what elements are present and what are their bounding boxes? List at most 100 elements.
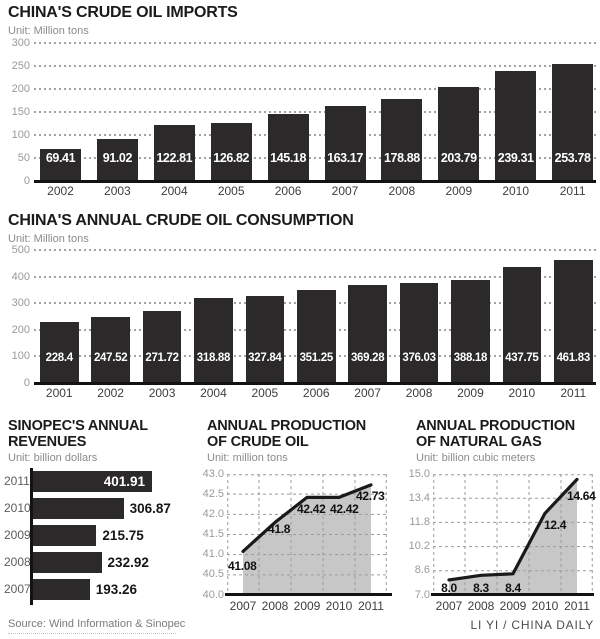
data-point-label: 8.4 [505,581,521,595]
y-tick-label: 500 [11,244,30,256]
data-point-label: 8.0 [441,581,457,595]
y-tick-label: 42.5 [202,487,224,500]
sinopec-y-axis [30,468,33,605]
imports-chart-title: CHINA'S CRUDE OIL IMPORTS [8,4,238,21]
row-year-label: 2008 [4,555,31,569]
data-line [241,483,373,554]
gas-production-labels: 8.0 8.3 8.4 12.4 14.64 [433,474,596,595]
imports-chart-unit: Unit: Million tons [8,25,89,37]
gas-production-title-line2: OF NATURAL GAS [416,434,542,450]
imports-x-axis [34,180,596,183]
y-tick-label: 43.0 [202,467,224,480]
bar: 351.25 [297,289,336,383]
y-tick-label: 400 [11,270,30,283]
y-tick-label: 300 [11,297,30,310]
y-tick-label: 42.0 [202,507,224,520]
bar: 318.88 [194,298,233,383]
x-tick-label: 2009 [457,386,484,400]
revenue-value-label: 193.26 [95,582,137,597]
bar-value-label: 178.88 [383,150,420,165]
x-tick-label: 2008 [405,386,433,400]
y-tick-label: 200 [11,323,30,336]
bar: 327.84 [245,295,285,383]
crude-production-title-line1: ANNUAL PRODUCTION [207,418,367,434]
y-tick-label: 300 [11,37,30,49]
data-point-label: 41.08 [228,559,257,573]
revenue-bar [32,552,102,573]
x-tick-label: 2011 [358,599,384,613]
gas-production-title-line1: ANNUAL PRODUCTION [416,418,576,434]
bar-value-label: 91.02 [102,150,133,165]
x-tick-label: 2009 [445,184,473,198]
y-tick-label: 40.5 [202,568,224,581]
bar: 69.41 [40,149,81,181]
bar-value-label: 247.52 [93,351,128,364]
bar: 369.28 [348,284,387,383]
x-tick-label: 2005 [251,386,279,400]
imports-plot-area: 0 50 100 150 200 250 300 69.41 2002 91.02 2003 122.… [0,0,600,200]
revenue-bar [32,525,97,546]
x-tick-label: 2010 [508,386,536,400]
bar-value-label: 388.18 [453,351,488,364]
crude-production-labels: 41.08 41.8 42.42 42.42 42.73 [227,474,387,595]
x-tick-label: 2003 [104,184,131,198]
bar: 91.02 [96,139,138,181]
crude-production-title-line2: OF CRUDE OIL [207,434,309,450]
sinopec-chart-title-line1: SINOPEC'S ANNUAL [8,418,148,434]
consumption-plot-area: 0 100 200 300 400 500 228.4 2001 247.52 2002 271.7… [11,244,596,400]
bar-value-label: 69.41 [45,150,76,165]
source-rule [8,633,176,634]
bar: 271.72 [142,310,182,383]
consumption-chart-unit: Unit: Million tons [8,233,89,245]
bar-value-label: 145.18 [270,150,307,165]
x-tick-label: 2009 [499,599,527,613]
bar: 437.75 [502,266,542,383]
x-tick-label: 2001 [45,386,73,400]
bar-value-label: 253.78 [554,150,591,165]
gas-production-x-axis [431,593,594,596]
gridline [34,42,596,44]
x-tick-label: 2010 [325,599,353,613]
x-tick-label: 2010 [502,184,530,198]
x-tick-label: 2002 [47,184,74,198]
crude-production-plot [227,474,387,595]
x-tick-label: 2007 [435,599,463,613]
x-tick-label: 2008 [261,599,289,613]
bar-value-label: 461.83 [556,351,591,364]
x-tick-label: 2003 [148,386,176,400]
bar-value-label: 239.31 [497,150,534,165]
gridline [34,111,596,113]
x-tick-label: 2004 [160,184,188,198]
x-tick-label: 2011 [559,184,586,198]
bar-value-label: 271.72 [145,351,179,364]
data-point-label: 8.3 [473,581,489,595]
x-tick-label: 2011 [560,386,587,400]
y-tick-label: 41.5 [202,528,224,540]
bar-value-label: 203.79 [440,150,477,165]
bar: 388.18 [451,279,490,383]
data-point-label: 42.42 [297,502,326,516]
row-year-label: 2011 [4,474,30,488]
bar-value-label: 122.81 [156,150,193,165]
gas-production-plot [433,474,593,595]
x-tick-label: 2011 [564,599,590,613]
source-note: Source: Wind Information & Sinopec [8,618,186,630]
y-tick-label: 8.6 [414,564,430,577]
bar-value-label: 163.17 [327,150,363,165]
x-tick-label: 2010 [531,599,559,613]
bar: 376.03 [399,282,439,383]
credit: LI YI / CHINA DAILY [470,618,594,632]
y-tick-label: 0 [23,377,30,389]
row-year-label: 2007 [4,582,31,596]
consumption-chart-title: CHINA'S ANNUAL CRUDE OIL CONSUMPTION [8,212,354,229]
x-tick-label: 2008 [467,599,495,613]
data-point-label: 42.73 [356,489,385,503]
revenue-bar [32,579,90,600]
data-point-label: 14.64 [567,489,596,503]
x-tick-label: 2006 [302,386,330,400]
x-tick-label: 2008 [388,184,416,198]
bar: 163.17 [324,105,366,181]
